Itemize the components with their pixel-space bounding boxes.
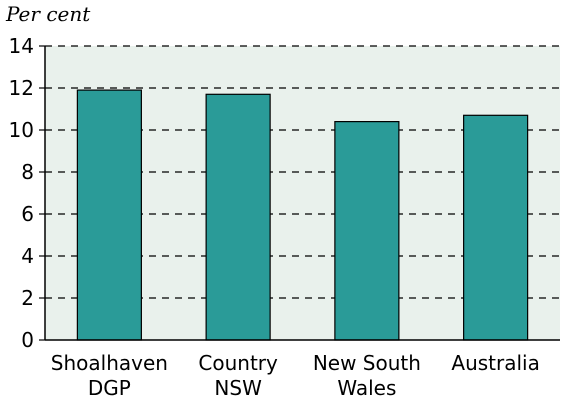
y-tick-label: 4 <box>21 244 34 268</box>
axes <box>39 45 560 341</box>
y-tick-labels: 0 2 4 6 8 10 12 14 <box>9 34 34 352</box>
bar <box>76 89 142 341</box>
y-tick-label: 14 <box>9 34 34 58</box>
x-category-label: Wales <box>337 376 396 400</box>
x-category-label: Shoalhaven <box>51 351 168 375</box>
y-tick-label: 12 <box>9 76 34 100</box>
y-tick-label: 2 <box>21 286 34 310</box>
x-category-label: New South <box>313 351 421 375</box>
bar <box>463 114 529 341</box>
x-category-label: DGP <box>88 376 131 400</box>
x-category-label: Country <box>198 351 278 375</box>
y-tick-label: 10 <box>9 118 34 142</box>
bars <box>76 89 529 341</box>
bar <box>334 120 400 341</box>
y-tick-label: 6 <box>21 202 34 226</box>
y-axis-label: Per cent <box>5 2 91 26</box>
x-category-label: NSW <box>214 376 262 400</box>
bar <box>205 93 271 341</box>
y-tick-label: 0 <box>21 328 34 352</box>
y-tick-label: 8 <box>21 160 34 184</box>
x-category-label: Australia <box>451 351 539 375</box>
